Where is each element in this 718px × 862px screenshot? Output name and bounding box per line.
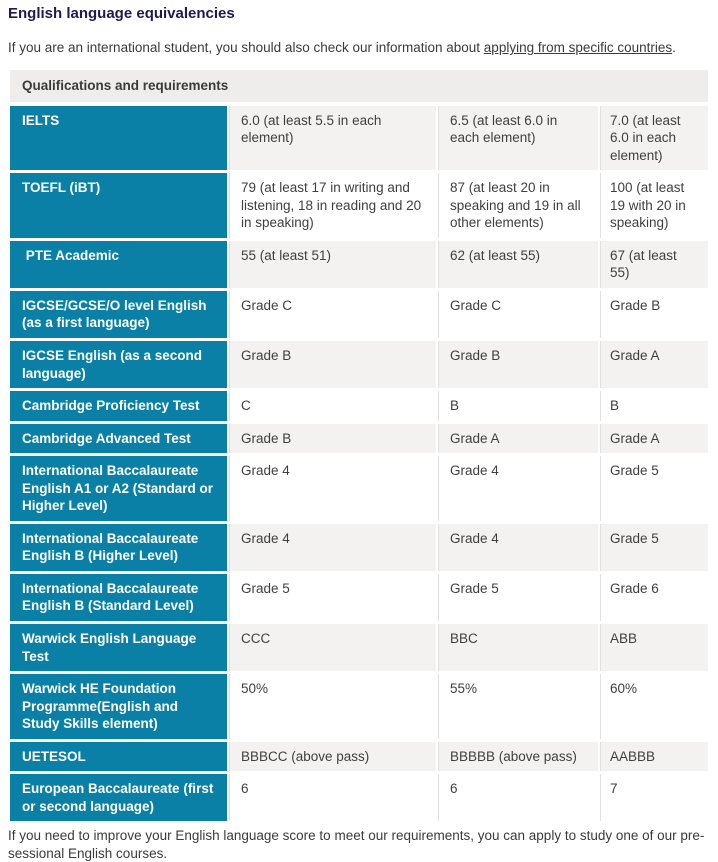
table-row: IGCSE/GCSE/O level English (as a first l… xyxy=(10,290,708,338)
cell-value: Grade 4 xyxy=(227,523,436,571)
cell-value: Grade A xyxy=(598,423,708,454)
cell-value: Grade B xyxy=(436,340,598,389)
cell-value: 79 (at least 17 in writing and listening… xyxy=(227,173,436,238)
cell-value: 6 xyxy=(436,774,598,822)
cell-value: CCC xyxy=(227,623,436,672)
cell-value: Grade 5 xyxy=(598,523,708,571)
table-caption: Qualifications and requirements xyxy=(10,69,708,102)
table-rows: IELTS 6.0 (at least 5.5 in each element) 6… xyxy=(10,105,708,822)
cell-value: Grade 5 xyxy=(436,573,598,621)
row-header: European Baccalaureate (first or second … xyxy=(10,774,227,822)
cell-value: 6.0 (at least 5.5 in each element) xyxy=(227,105,436,171)
table-row: International Baccalaureate English B (S… xyxy=(10,573,708,621)
cell-value: BBC xyxy=(436,623,598,672)
intro-paragraph: If you are an international student, you… xyxy=(8,39,708,57)
cell-value: Grade 4 xyxy=(436,523,598,571)
cell-value: 100 (at least 19 with 20 in speaking) xyxy=(598,173,708,238)
cell-value: 7.0 (at least 6.0 in each element) xyxy=(598,105,708,171)
cell-value: Grade B xyxy=(227,340,436,389)
cell-value: 87 (at least 20 in speaking and 19 in al… xyxy=(436,173,598,238)
row-header: PTE Academic xyxy=(10,240,227,288)
cell-value: C xyxy=(227,391,436,421)
cell-value: Grade 5 xyxy=(598,456,708,521)
cell-value: Grade 5 xyxy=(227,573,436,621)
cell-value: Grade B xyxy=(227,423,436,454)
cell-value: BBBCC (above pass) xyxy=(227,741,436,772)
row-header: IELTS xyxy=(10,105,227,171)
cell-value: 67 (at least 55) xyxy=(598,240,708,288)
row-header: Cambridge Advanced Test xyxy=(10,423,227,454)
table-row: Cambridge Advanced Test Grade B Grade A Gra… xyxy=(10,423,708,454)
cell-value: ABB xyxy=(598,623,708,672)
cell-value: 60% xyxy=(598,674,708,739)
page: English language equivalencies If you ar… xyxy=(0,5,718,862)
cell-value: 6 xyxy=(227,774,436,822)
page-title: English language equivalencies xyxy=(8,5,235,22)
cell-value: AABBB xyxy=(598,741,708,772)
table-row: IGCSE English (as a second language) Grad… xyxy=(10,340,708,389)
row-header: IGCSE/GCSE/O level English (as a first l… xyxy=(10,290,227,338)
table-row: IELTS 6.0 (at least 5.5 in each element) 6… xyxy=(10,105,708,171)
cell-value: 6.5 (at least 6.0 in each element) xyxy=(436,105,598,171)
row-header: TOEFL (iBT) xyxy=(10,173,227,238)
cell-value: 7 xyxy=(598,774,708,822)
cell-value: Grade A xyxy=(436,423,598,454)
equivalencies-table: Qualifications and requirements IELTS 6.0… xyxy=(10,69,708,822)
table-row: UETESOL BBBCC (above pass) BBBBB (above pa… xyxy=(10,741,708,772)
table-row: Cambridge Proficiency Test C B B xyxy=(10,391,708,421)
table-row: PTE Academic 55 (at least 51) 62 (at least… xyxy=(10,240,708,288)
row-header: Warwick HE Foundation Programme(English … xyxy=(10,674,227,739)
cell-value: Grade 4 xyxy=(436,456,598,521)
cell-value: 62 (at least 55) xyxy=(436,240,598,288)
table-row: International Baccalaureate English A1 o… xyxy=(10,456,708,521)
bottom-note-clipped: If you need to improve your English lang… xyxy=(8,828,705,861)
table-row: European Baccalaureate (first or second … xyxy=(10,774,708,822)
cell-value: 55% xyxy=(436,674,598,739)
intro-text-end: . xyxy=(672,40,676,55)
row-header: UETESOL xyxy=(10,741,227,772)
cell-value: B xyxy=(598,391,708,421)
cell-value: Grade A xyxy=(598,340,708,389)
cell-value: 50% xyxy=(227,674,436,739)
cell-value: Grade 4 xyxy=(227,456,436,521)
row-header: Warwick English Language Test xyxy=(10,623,227,672)
cell-value: Grade 6 xyxy=(598,573,708,621)
table-row: TOEFL (iBT) 79 (at least 17 in writing an… xyxy=(10,173,708,238)
cell-value: Grade C xyxy=(436,290,598,338)
table-row: Warwick English Language Test CCC BBC ABB xyxy=(10,623,708,672)
row-header: IGCSE English (as a second language) xyxy=(10,340,227,389)
cell-value: BBBBB (above pass) xyxy=(436,741,598,772)
specific-countries-link[interactable]: applying from specific countries xyxy=(483,40,673,55)
cell-value: 55 (at least 51) xyxy=(227,240,436,288)
row-header: International Baccalaureate English B (H… xyxy=(10,523,227,571)
cell-value: Grade B xyxy=(598,290,708,338)
cell-value: B xyxy=(436,391,598,421)
intro-text: If you are an international student, you… xyxy=(8,40,484,55)
row-header: International Baccalaureate English A1 o… xyxy=(10,456,227,521)
row-header: Cambridge Proficiency Test xyxy=(10,391,227,421)
cell-value: Grade C xyxy=(227,290,436,338)
table-row: Warwick HE Foundation Programme(English … xyxy=(10,674,708,739)
table-row: International Baccalaureate English B (H… xyxy=(10,523,708,571)
row-header: International Baccalaureate English B (S… xyxy=(10,573,227,621)
